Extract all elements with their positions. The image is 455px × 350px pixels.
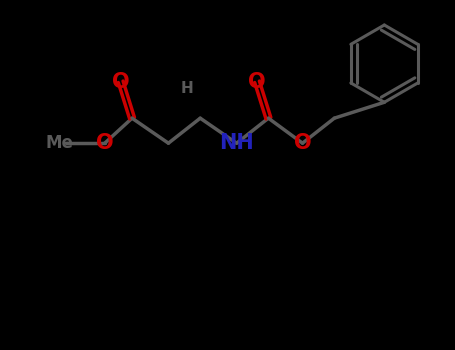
Text: O: O [293,133,311,153]
Text: O: O [112,72,130,92]
Text: NH: NH [219,133,254,153]
Text: O: O [96,133,114,153]
Text: Me: Me [46,134,73,152]
Text: H: H [180,81,193,96]
Text: O: O [248,72,266,92]
